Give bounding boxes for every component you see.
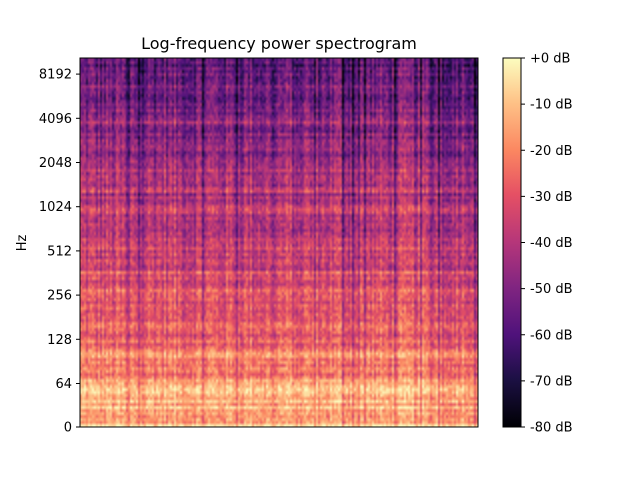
colorbar-tick-label: -50 dB [530, 282, 573, 297]
y-axis: 0 64 128 256 512 1024 2048 4096 8192 [39, 68, 80, 436]
spectrogram-image [80, 58, 478, 427]
colorbar-tick-label: -40 dB [530, 236, 573, 251]
plot-frame [79, 57, 479, 428]
y-tick-label: 0 [64, 421, 72, 436]
colorbar-tick-label: -60 dB [530, 328, 573, 343]
colorbar [503, 58, 521, 427]
y-axis-label: Hz [15, 235, 30, 252]
colorbar-tick-label: -80 dB [530, 421, 573, 436]
spectrogram-heatmap [80, 58, 478, 427]
y-tick-label: 64 [55, 377, 72, 392]
colorbar-tick-label: -70 dB [530, 374, 573, 389]
y-tick-label: 128 [47, 333, 72, 348]
y-tick-label: 8192 [39, 68, 72, 83]
y-tick-label: 4096 [39, 112, 72, 127]
chart-title: Log-frequency power spectrogram [141, 34, 417, 53]
y-tick-label: 1024 [39, 200, 72, 215]
colorbar-tick-label: -10 dB [530, 98, 573, 113]
colorbar-tick-label: -30 dB [530, 190, 573, 205]
colorbar-tick-label: +0 dB [530, 52, 570, 67]
y-tick-label: 256 [47, 289, 72, 304]
y-tick-label: 512 [47, 244, 72, 259]
colorbar-axis: +0 dB -10 dB -20 dB -30 dB -40 dB -50 dB -60 d… [521, 52, 573, 436]
colorbar-tick-label: -20 dB [530, 144, 573, 159]
y-tick-label: 2048 [39, 156, 72, 171]
